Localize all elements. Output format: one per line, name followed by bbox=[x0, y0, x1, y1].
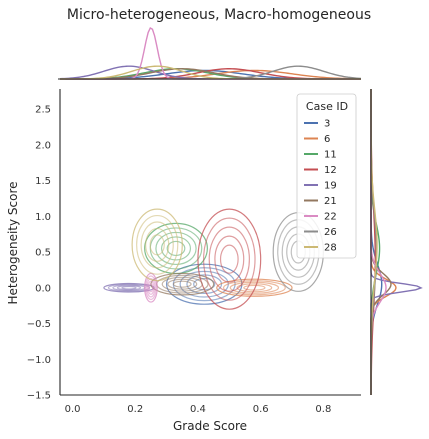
contour-28-level-3 bbox=[140, 221, 174, 269]
contour-22-level-2 bbox=[145, 275, 157, 301]
contour-28-level-5 bbox=[149, 234, 165, 256]
contour-21-level-5 bbox=[172, 280, 192, 288]
right-marginal-kde bbox=[370, 88, 423, 396]
kde-contours bbox=[103, 208, 324, 310]
y-tick-label: 1.5 bbox=[35, 176, 51, 187]
contour-21-level-3 bbox=[161, 276, 203, 292]
axes bbox=[58, 78, 372, 396]
contour-28-level-4 bbox=[145, 227, 170, 262]
x-tick-label: 0.0 bbox=[65, 404, 81, 415]
contour-6-level-1 bbox=[216, 278, 293, 297]
y-tick-label: −0.5 bbox=[27, 319, 51, 330]
legend-entries: 3 6 11 12 19 21 22 26 28 bbox=[304, 119, 337, 254]
top-marginal-kde bbox=[59, 27, 362, 80]
chart-title: Micro-heterogeneous, Macro-homogeneous bbox=[67, 7, 371, 23]
legend-title: Case ID bbox=[306, 100, 348, 113]
contour-12-level-3 bbox=[208, 226, 250, 292]
contour-12-level-2 bbox=[203, 217, 256, 301]
kde-series-12 bbox=[197, 208, 262, 310]
y-tick-label: −1.0 bbox=[27, 355, 51, 366]
contour-3-level-4 bbox=[186, 274, 223, 294]
contour-22-level-5 bbox=[148, 283, 154, 293]
contour-12-level-4 bbox=[214, 235, 245, 283]
y-tick-label: 0.0 bbox=[35, 283, 51, 294]
kde-series-28 bbox=[131, 208, 183, 282]
legend-label-28: 28 bbox=[324, 243, 337, 254]
x-tick-label: 0.8 bbox=[315, 404, 331, 415]
contour-12-level-1 bbox=[197, 208, 262, 310]
contour-6-level-4 bbox=[236, 283, 273, 293]
x-tick-label: 0.2 bbox=[127, 404, 143, 415]
contour-28-level-1 bbox=[131, 208, 183, 282]
contour-6-level-3 bbox=[229, 281, 280, 294]
x-tick-label: 0.6 bbox=[253, 404, 269, 415]
y-axis-label: Heterogeneity Score bbox=[6, 181, 20, 304]
legend-label-12: 12 bbox=[324, 165, 337, 176]
kde-series-6 bbox=[216, 278, 293, 297]
y-tick-label: 0.5 bbox=[35, 248, 51, 259]
right-kde-19 bbox=[370, 89, 423, 395]
y-tick-label: −1.5 bbox=[27, 391, 51, 402]
y-tick-label: 2.5 bbox=[35, 105, 51, 116]
y-tick-label: 2.0 bbox=[35, 140, 51, 151]
contour-21-level-1 bbox=[150, 272, 215, 296]
legend-label-6: 6 bbox=[324, 134, 330, 145]
contour-28-level-2 bbox=[136, 214, 179, 275]
x-tick-label: 0.4 bbox=[190, 404, 206, 415]
legend-label-19: 19 bbox=[324, 181, 337, 192]
contour-11-level-4 bbox=[160, 236, 192, 261]
kde-series-21 bbox=[150, 272, 215, 296]
right-kde-22 bbox=[370, 89, 387, 395]
legend-label-22: 22 bbox=[324, 212, 337, 223]
contour-19-level-5 bbox=[121, 285, 137, 290]
contour-22-level-3 bbox=[146, 278, 156, 298]
contour-6-level-2 bbox=[222, 280, 286, 296]
legend-label-21: 21 bbox=[324, 196, 337, 207]
y-axis-ticks: −1.5 −1.0 −0.5 0.0 0.5 1.0 1.5 2.0 2.5 bbox=[27, 105, 51, 402]
y-tick-label: 1.0 bbox=[35, 212, 51, 223]
legend: Case ID 3 6 11 12 19 21 22 26 28 bbox=[296, 93, 357, 259]
x-axis-ticks: 0.0 0.2 0.4 0.6 0.8 bbox=[65, 404, 332, 415]
kde-series-22 bbox=[144, 272, 158, 303]
contour-12-level-5 bbox=[219, 244, 239, 274]
legend-label-11: 11 bbox=[324, 150, 337, 161]
contour-22-level-4 bbox=[147, 280, 155, 295]
contour-21-level-4 bbox=[167, 278, 198, 290]
x-axis-label: Grade Score bbox=[173, 419, 247, 433]
contour-19-level-4 bbox=[116, 285, 142, 291]
right-kde-21 bbox=[370, 89, 392, 395]
legend-label-26: 26 bbox=[324, 227, 337, 238]
legend-label-3: 3 bbox=[324, 119, 330, 130]
